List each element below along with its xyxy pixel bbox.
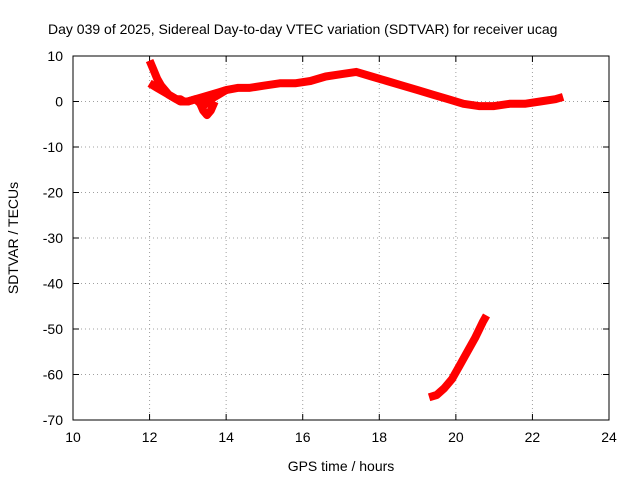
y-tick-label: -30 <box>43 230 63 246</box>
x-axis-label: GPS time / hours <box>288 458 395 474</box>
series-group <box>145 59 565 402</box>
x-tick-label: 12 <box>142 429 158 445</box>
x-tick-label: 24 <box>601 429 617 445</box>
x-tick-label: 14 <box>218 429 234 445</box>
tick-labels: 10 12 14 16 18 20 22 24 10 0 -10 -20 -30 -40 -50 -60 -70 <box>43 48 617 445</box>
series-line-branch <box>147 79 229 111</box>
y-tick-label: 0 <box>55 94 63 110</box>
x-tick-label: 22 <box>525 429 541 445</box>
y-axis-label: SDTVAR / TECUs <box>5 182 21 294</box>
series-line-lower <box>427 313 490 402</box>
y-tick-label: -70 <box>43 412 63 428</box>
y-tick-label: -20 <box>43 185 63 201</box>
axis-ticks <box>72 55 610 421</box>
y-tick-label: -60 <box>43 367 63 383</box>
y-tick-label: -50 <box>43 321 63 337</box>
series-line-dip <box>195 99 219 120</box>
grid <box>73 56 609 420</box>
y-tick-label: -40 <box>43 276 63 292</box>
x-tick-label: 20 <box>448 429 464 445</box>
chart-title: Day 039 of 2025, Sidereal Day-to-day VTE… <box>48 21 557 37</box>
x-tick-label: 10 <box>65 429 81 445</box>
y-tick-label: 10 <box>47 48 63 64</box>
y-tick-label: -10 <box>43 139 63 155</box>
x-tick-label: 16 <box>295 429 311 445</box>
x-tick-label: 18 <box>371 429 387 445</box>
